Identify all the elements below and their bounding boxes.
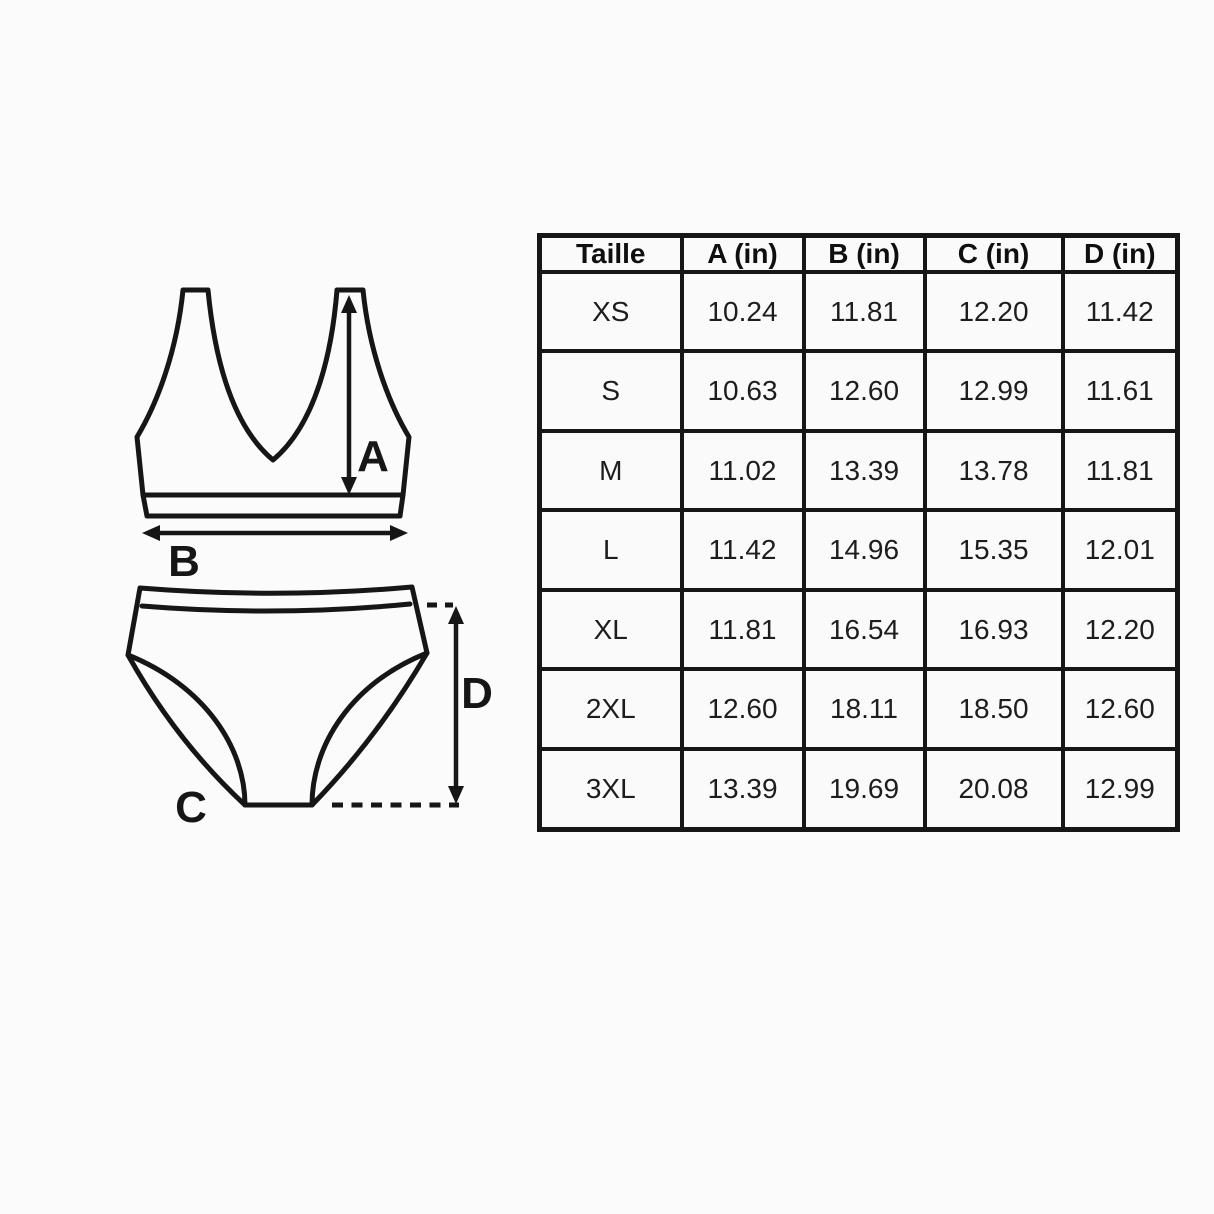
value-cell: 12.60 xyxy=(801,349,927,433)
value-cell: 16.54 xyxy=(801,587,927,672)
col-header-taille: Taille xyxy=(537,233,684,274)
arrow-head-up-icon xyxy=(341,295,357,313)
table-row-xl: XL 11.81 16.54 16.93 12.20 xyxy=(537,587,1180,672)
table-row-2xl: 2XL 12.60 18.11 18.50 12.60 xyxy=(537,667,1180,751)
arrow-head-right-icon xyxy=(390,525,408,541)
value-cell: 12.20 xyxy=(1060,587,1180,672)
value-cell: 12.99 xyxy=(1060,746,1180,832)
arrow-head-down-icon xyxy=(448,786,464,804)
size-cell: S xyxy=(537,349,684,433)
bikini-top-outline xyxy=(134,287,412,519)
table-header-row: Taille A (in) B (in) C (in) D (in) xyxy=(537,233,1180,274)
value-cell: 19.69 xyxy=(801,746,927,832)
measure-label-d: D xyxy=(461,669,493,718)
value-cell: 12.99 xyxy=(922,349,1065,433)
value-cell: 18.50 xyxy=(922,667,1065,751)
value-cell: 11.81 xyxy=(801,269,927,354)
size-chart-table: Taille A (in) B (in) C (in) D (in) XS 10… xyxy=(537,233,1180,832)
bikini-bottom-outline xyxy=(125,584,430,808)
value-cell: 11.61 xyxy=(1060,349,1180,433)
value-cell: 11.42 xyxy=(1060,269,1180,354)
col-header-a: A (in) xyxy=(679,233,806,274)
value-cell: 11.02 xyxy=(679,428,806,513)
value-cell: 14.96 xyxy=(801,508,927,592)
measure-label-c: C xyxy=(175,783,207,832)
value-cell: 11.81 xyxy=(1060,428,1180,513)
value-cell: 16.93 xyxy=(922,587,1065,672)
value-cell: 15.35 xyxy=(922,508,1065,592)
arrow-head-up-icon xyxy=(448,606,464,624)
bikini-top-drawing: A B xyxy=(134,287,412,586)
value-cell: 18.11 xyxy=(801,667,927,751)
col-header-b: B (in) xyxy=(801,233,927,274)
left-leg-opening-curve xyxy=(125,652,248,808)
table-row-s: S 10.63 12.60 12.99 11.61 xyxy=(537,349,1180,433)
col-header-d: D (in) xyxy=(1060,233,1180,274)
value-cell: 10.24 xyxy=(679,269,806,354)
table-row-m: M 11.02 13.39 13.78 11.81 xyxy=(537,428,1180,513)
value-cell: 13.39 xyxy=(801,428,927,513)
value-cell: 11.81 xyxy=(679,587,806,672)
bikini-bottom-waistband-line xyxy=(139,601,413,614)
value-cell: 12.01 xyxy=(1060,508,1180,592)
size-cell: L xyxy=(537,508,684,592)
value-cell: 11.42 xyxy=(679,508,806,592)
value-cell: 13.78 xyxy=(922,428,1065,513)
size-cell: XL xyxy=(537,587,684,672)
measure-label-a: A xyxy=(357,432,389,481)
table-row-xs: XS 10.24 11.81 12.20 11.42 xyxy=(537,269,1180,354)
value-cell: 20.08 xyxy=(922,746,1065,832)
measure-arrow-a xyxy=(341,295,357,495)
value-cell: 12.60 xyxy=(1060,667,1180,751)
value-cell: 13.39 xyxy=(679,746,806,832)
value-cell: 12.20 xyxy=(922,269,1065,354)
arrow-head-down-icon xyxy=(341,477,357,495)
measure-arrow-b xyxy=(142,525,408,541)
size-cell: 3XL xyxy=(537,746,684,832)
right-leg-opening-curve xyxy=(309,650,430,808)
value-cell: 12.60 xyxy=(679,667,806,751)
arrow-head-left-icon xyxy=(142,525,160,541)
table-row-l: L 11.42 14.96 15.35 12.01 xyxy=(537,508,1180,592)
bikini-bottom-drawing: C D xyxy=(125,584,493,832)
measure-arrow-d xyxy=(448,606,464,804)
value-cell: 10.63 xyxy=(679,349,806,433)
table-row-3xl: 3XL 13.39 19.69 20.08 12.99 xyxy=(537,746,1180,832)
size-cell: 2XL xyxy=(537,667,684,751)
size-cell: XS xyxy=(537,269,684,354)
size-cell: M xyxy=(537,428,684,513)
measure-label-b: B xyxy=(168,537,200,586)
col-header-c: C (in) xyxy=(922,233,1065,274)
